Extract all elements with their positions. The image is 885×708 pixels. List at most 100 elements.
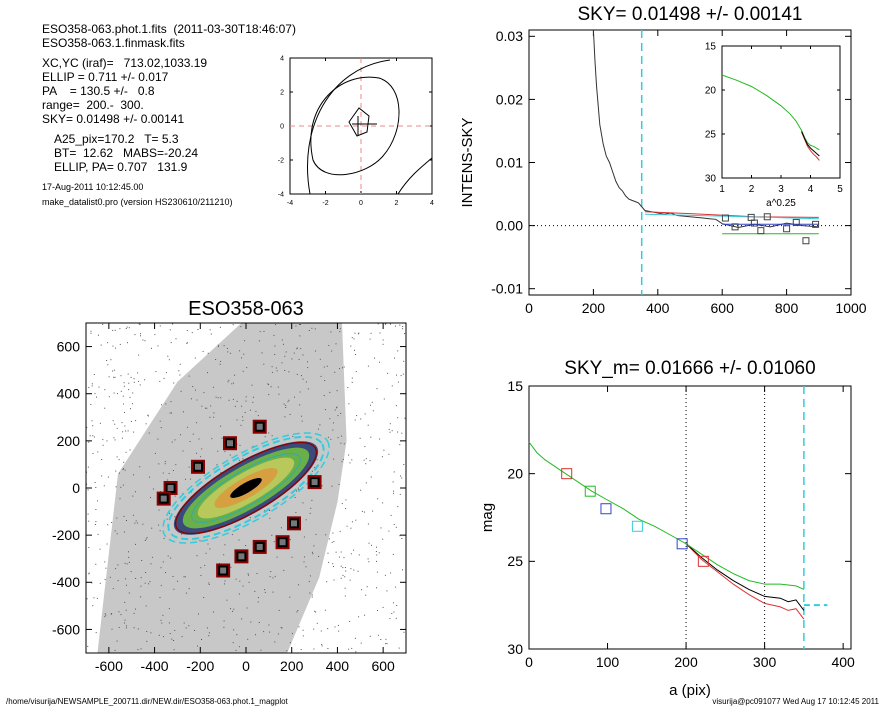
- noise-dot: [365, 458, 367, 460]
- y-tick-label: -400: [52, 574, 80, 590]
- noise-dot: [381, 456, 383, 458]
- noise-dot: [392, 553, 394, 555]
- noise-dot: [229, 454, 231, 456]
- noise-dot: [364, 511, 365, 513]
- noise-dot: [397, 506, 399, 508]
- noise-dot: [135, 543, 136, 545]
- noise-dot: [113, 369, 115, 371]
- noise-dot: [256, 573, 258, 574]
- noise-dot: [399, 324, 401, 326]
- noise-dot: [354, 419, 356, 421]
- noise-dot: [342, 367, 343, 369]
- noise-dot: [263, 631, 265, 633]
- noise-dot: [224, 544, 226, 546]
- noise-dot: [130, 376, 132, 378]
- noise-dot: [270, 386, 272, 388]
- noise-dot: [159, 597, 161, 599]
- noise-dot: [399, 493, 401, 495]
- noise-dot: [351, 377, 353, 379]
- x-tick-label: 400: [326, 658, 350, 674]
- noise-dot: [403, 631, 405, 633]
- noise-dot: [318, 428, 319, 430]
- noise-dot: [140, 585, 142, 587]
- noise-dot: [200, 456, 202, 458]
- noise-dot: [310, 507, 312, 509]
- noise-dot: [114, 439, 116, 441]
- noise-dot: [196, 399, 198, 401]
- noise-dot: [230, 608, 231, 610]
- noise-dot: [140, 335, 141, 337]
- noise-dot: [242, 416, 244, 418]
- noise-dot: [98, 386, 100, 388]
- noise-dot: [254, 590, 256, 592]
- noise-dot: [144, 340, 146, 342]
- noise-dot: [391, 613, 393, 614]
- noise-dot: [210, 333, 212, 335]
- inset-xlabel: a^0.25: [766, 198, 796, 209]
- noise-dot: [353, 549, 355, 551]
- noise-dot: [183, 622, 185, 624]
- noise-dot: [301, 375, 302, 377]
- noise-dot: [365, 482, 367, 484]
- noise-dot: [259, 331, 261, 333]
- noise-dot: [233, 382, 234, 384]
- noise-dot: [188, 588, 190, 590]
- noise-dot: [320, 375, 322, 377]
- noise-dot: [148, 415, 149, 417]
- noise-dot: [357, 333, 359, 335]
- noise-dot: [163, 537, 165, 539]
- mag-title: SKY_m= 0.01666 +/- 0.01060: [564, 358, 815, 379]
- noise-dot: [131, 403, 133, 405]
- mag-square: [631, 520, 643, 532]
- noise-dot: [383, 398, 385, 400]
- inner-contour: [348, 107, 370, 137]
- noise-dot: [336, 406, 338, 408]
- mag-square: [584, 485, 596, 497]
- noise-dot: [101, 475, 103, 477]
- noise-dot: [173, 382, 175, 384]
- noise-dot: [238, 539, 240, 541]
- noise-dot: [169, 633, 171, 634]
- noise-dot: [231, 383, 233, 385]
- noise-dot: [388, 453, 390, 455]
- noise-dot: [168, 359, 170, 361]
- noise-dot: [132, 392, 134, 394]
- x-tick-label: 4: [808, 184, 814, 195]
- noise-dot: [217, 450, 219, 452]
- noise-dot: [118, 459, 120, 461]
- noise-dot: [107, 476, 109, 478]
- noise-dot: [368, 561, 370, 563]
- x-tick-label: 200: [280, 658, 304, 674]
- noise-dot: [154, 452, 156, 454]
- noise-dot: [91, 385, 93, 387]
- noise-dot: [344, 587, 346, 589]
- noise-dot: [274, 354, 276, 355]
- noise-dot: [396, 374, 397, 376]
- galaxy-panel: ESO358-063: [86, 298, 407, 654]
- noise-dot: [188, 625, 190, 627]
- noise-dot: [165, 403, 167, 405]
- noise-dot: [281, 627, 283, 629]
- noise-dot: [355, 371, 357, 373]
- noise-dot: [348, 648, 350, 650]
- mag-black: [685, 543, 805, 611]
- noise-dot: [397, 381, 399, 383]
- noise-dot: [206, 627, 208, 629]
- noise-dot: [302, 354, 304, 356]
- noise-dot: [230, 566, 232, 568]
- noise-dot: [150, 632, 152, 634]
- noise-dot: [160, 491, 161, 493]
- noise-dot: [402, 373, 404, 375]
- noise-dot: [212, 611, 214, 613]
- x-tick-label: -4: [287, 200, 293, 207]
- noise-dot: [375, 551, 377, 552]
- noise-dot: [298, 358, 300, 360]
- noise-dot: [371, 544, 372, 546]
- noise-dot: [201, 639, 202, 640]
- noise-dot: [239, 580, 241, 582]
- noise-dot: [269, 510, 271, 511]
- noise-dot: [268, 394, 270, 396]
- noise-dot: [158, 524, 160, 526]
- noise-dot: [220, 360, 222, 362]
- noise-dot: [383, 449, 385, 451]
